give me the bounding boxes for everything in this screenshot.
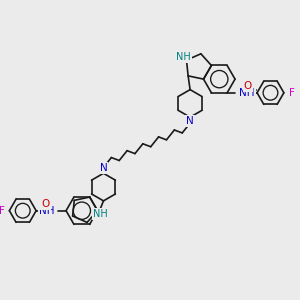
Text: NH: NH [93,209,108,219]
Text: N: N [186,116,194,126]
Text: O: O [244,81,252,91]
Text: O: O [41,199,50,209]
Text: NH: NH [39,206,54,216]
Text: F: F [289,88,295,98]
Text: NH: NH [176,52,191,62]
Text: N: N [100,164,107,173]
Text: NH: NH [239,88,254,98]
Text: F: F [0,206,4,216]
